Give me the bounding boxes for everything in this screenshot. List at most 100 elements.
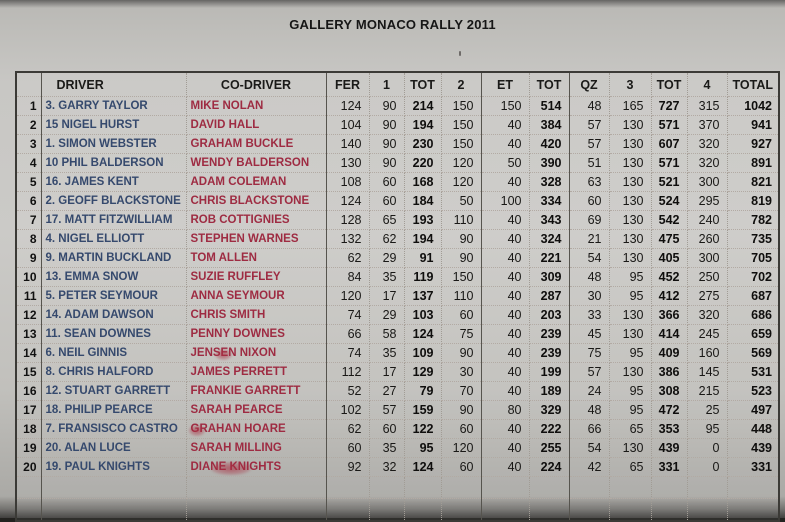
- et-cell: 40: [481, 210, 530, 230]
- stage3-cell: 130: [609, 324, 652, 344]
- tot2-cell: 255: [529, 438, 570, 458]
- qz-cell: 33: [569, 305, 610, 325]
- driver-cell: 10 PHIL BALDERSON: [41, 153, 187, 173]
- fer-cell: 60: [326, 438, 370, 458]
- fer-cell: 108: [326, 172, 370, 192]
- stage1-cell: 35: [369, 267, 405, 287]
- stage4-cell: 95: [687, 419, 728, 439]
- tot1-cell: 194: [404, 115, 442, 135]
- et-cell: 80: [481, 400, 530, 420]
- stage1-cell: 60: [369, 419, 405, 439]
- empty-cell: [727, 476, 780, 499]
- empty-row: [16, 498, 780, 522]
- codriver-cell: GRAHAM BUCKLE: [186, 134, 327, 154]
- col-header-qz: QZ: [569, 72, 610, 97]
- tot2-cell: 514: [529, 96, 570, 116]
- stage1-cell: 27: [369, 381, 405, 401]
- tot3-cell: 353: [651, 419, 688, 439]
- stage1-cell: 35: [369, 438, 405, 458]
- qz-cell: 69: [569, 210, 610, 230]
- position-cell: 4: [16, 153, 42, 173]
- qz-cell: 21: [569, 229, 610, 249]
- col-header-codriver: CO-DRIVER: [186, 72, 327, 97]
- codriver-name: CHRIS BLACKSTONE: [190, 195, 310, 207]
- total-cell: 819: [727, 191, 780, 211]
- codriver-name: ROB COTTIGNIES: [190, 214, 290, 226]
- tot3-cell: 727: [651, 96, 688, 116]
- qz-cell: 54: [569, 248, 610, 268]
- tot3-cell: 331: [651, 457, 688, 477]
- tot2-cell: 287: [529, 286, 570, 306]
- codriver-cell: PENNY DOWNES: [186, 324, 327, 344]
- et-cell: 100: [481, 191, 530, 211]
- fer-cell: 130: [326, 153, 370, 173]
- empty-cell: [404, 476, 442, 499]
- et-cell: 40: [481, 438, 530, 458]
- codriver-name: JAMES PERRETT: [190, 366, 288, 378]
- stage4-cell: 245: [687, 324, 728, 344]
- tot3-cell: 524: [651, 191, 688, 211]
- total-cell: 782: [727, 210, 780, 230]
- stage4-cell: 275: [687, 286, 728, 306]
- tot2-cell: 309: [529, 267, 570, 287]
- empty-cell: [481, 476, 530, 499]
- total-cell: 497: [727, 400, 780, 420]
- tot3-cell: 439: [651, 438, 688, 458]
- result-row: 18 7. FRANSISCO CASTRO GRAHAN HOARE 62 60 122…: [16, 419, 780, 439]
- stage1-cell: 32: [369, 457, 405, 477]
- et-cell: 40: [481, 362, 530, 382]
- stage2-cell: 120: [441, 438, 482, 458]
- stage2-cell: 75: [441, 324, 482, 344]
- stage4-cell: 160: [687, 343, 728, 363]
- fer-cell: 104: [326, 115, 370, 135]
- codriver-cell: SARAH PEARCE: [186, 400, 327, 420]
- stage1-cell: 60: [369, 191, 405, 211]
- position-cell: 12: [16, 305, 42, 325]
- stage1-cell: 62: [369, 229, 405, 249]
- stage3-cell: 130: [609, 172, 652, 192]
- codriver-cell: WENDY BALDERSON: [186, 153, 327, 173]
- et-cell: 40: [481, 286, 530, 306]
- tot3-cell: 475: [651, 229, 688, 249]
- result-row: 9 9. MARTIN BUCKLAND TOM ALLEN 62 29 91 90 40 22…: [16, 248, 780, 268]
- et-cell: 40: [481, 248, 530, 268]
- result-row: 12 14. ADAM DAWSON CHRIS SMITH 74 29 103 60 40 2…: [16, 305, 780, 325]
- codriver-name: WENDY BALDERSON: [190, 157, 310, 169]
- stage4-cell: 0: [687, 438, 728, 458]
- tot1-cell: 122: [404, 419, 442, 439]
- empty-cell: [16, 476, 42, 499]
- tot1-cell: 119: [404, 267, 442, 287]
- codriver-cell: DIANE KNIGHTS: [186, 457, 327, 477]
- driver-cell: 7. FRANSISCO CASTRO: [41, 419, 187, 439]
- page-title: GALLERY MONACO RALLY 2011: [289, 17, 496, 32]
- tot1-cell: 184: [404, 191, 442, 211]
- tot2-cell: 189: [529, 381, 570, 401]
- position-cell: 17: [16, 400, 42, 420]
- total-cell: 686: [727, 305, 780, 325]
- col-header-driver: DRIVER: [41, 72, 187, 97]
- position-cell: 11: [16, 286, 42, 306]
- stage2-cell: 150: [441, 134, 482, 154]
- results-table: DRIVER CO-DRIVER FER 1 TOT 2 ET TOT QZ 3…: [15, 71, 780, 522]
- tot2-cell: 384: [529, 115, 570, 135]
- empty-cell: [529, 476, 570, 499]
- stage3-cell: 95: [609, 286, 652, 306]
- stage1-cell: 60: [369, 172, 405, 192]
- codriver-name: DAVID HALL: [190, 119, 260, 131]
- codriver-cell: STEPHEN WARNES: [186, 229, 327, 249]
- position-cell: 1: [16, 96, 42, 116]
- driver-cell: 20. ALAN LUCE: [41, 438, 187, 458]
- stage4-cell: 0: [687, 457, 728, 477]
- tot2-cell: 329: [529, 400, 570, 420]
- stage2-cell: 110: [441, 286, 482, 306]
- result-row: 3 1. SIMON WEBSTER GRAHAM BUCKLE 140 90 230 15…: [16, 134, 780, 154]
- total-cell: 927: [727, 134, 780, 154]
- total-cell: 705: [727, 248, 780, 268]
- empty-cell: [651, 476, 688, 499]
- fer-cell: 102: [326, 400, 370, 420]
- total-cell: 735: [727, 229, 780, 249]
- stage2-cell: 50: [441, 191, 482, 211]
- tot2-cell: 222: [529, 419, 570, 439]
- codriver-name: SARAH MILLING: [190, 442, 282, 454]
- qz-cell: 57: [569, 134, 610, 154]
